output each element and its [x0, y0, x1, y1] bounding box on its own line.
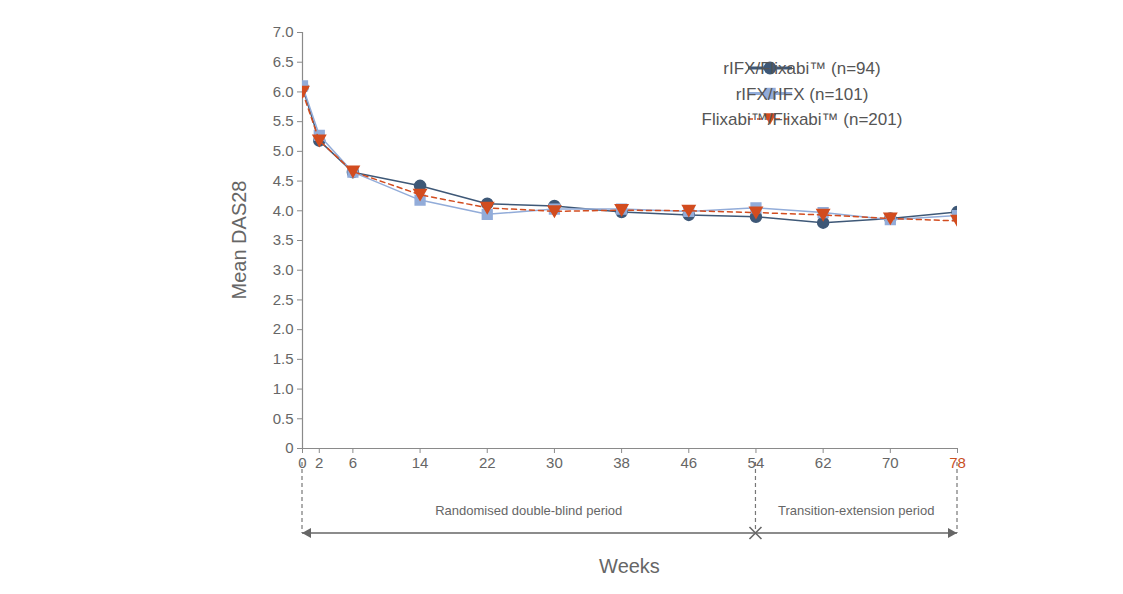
svg-text:30: 30: [546, 454, 563, 471]
svg-text:6.5: 6.5: [273, 53, 294, 70]
svg-text:rIFX/rIFX (n=101): rIFX/rIFX (n=101): [736, 85, 869, 104]
svg-text:1.5: 1.5: [273, 350, 294, 367]
svg-text:Mean DAS28: Mean DAS28: [228, 181, 250, 300]
svg-text:Weeks: Weeks: [599, 555, 660, 577]
svg-text:54: 54: [747, 454, 765, 472]
svg-text:0: 0: [285, 439, 293, 456]
svg-text:Flixabi™/Flixabi™ (n=201): Flixabi™/Flixabi™ (n=201): [702, 110, 903, 129]
svg-text:3.5: 3.5: [273, 231, 294, 248]
svg-text:2.5: 2.5: [273, 291, 294, 308]
svg-text:0.5: 0.5: [273, 410, 294, 427]
svg-text:2.0: 2.0: [273, 320, 294, 337]
svg-text:rIFX/Flixabi™ (n=94): rIFX/Flixabi™ (n=94): [723, 59, 880, 78]
svg-text:3.0: 3.0: [273, 261, 294, 278]
svg-text:5.0: 5.0: [273, 142, 294, 159]
svg-text:Randomised double-blind period: Randomised double-blind period: [435, 503, 622, 518]
svg-text:7.0: 7.0: [273, 23, 294, 40]
svg-text:5.5: 5.5: [273, 112, 294, 129]
svg-text:4.0: 4.0: [273, 202, 294, 219]
svg-text:14: 14: [412, 454, 429, 471]
svg-text:46: 46: [680, 454, 697, 471]
svg-text:78: 78: [949, 454, 966, 472]
svg-text:62: 62: [815, 454, 832, 471]
svg-text:6.0: 6.0: [273, 83, 294, 100]
svg-text:38: 38: [613, 454, 630, 471]
svg-text:Transition-extension period: Transition-extension period: [778, 503, 934, 518]
svg-text:1.0: 1.0: [273, 380, 294, 397]
svg-text:0: 0: [298, 454, 307, 472]
svg-text:2: 2: [315, 454, 323, 471]
svg-text:6: 6: [349, 454, 357, 471]
svg-text:22: 22: [479, 454, 496, 471]
svg-text:4.5: 4.5: [273, 172, 294, 189]
svg-text:70: 70: [882, 454, 899, 471]
